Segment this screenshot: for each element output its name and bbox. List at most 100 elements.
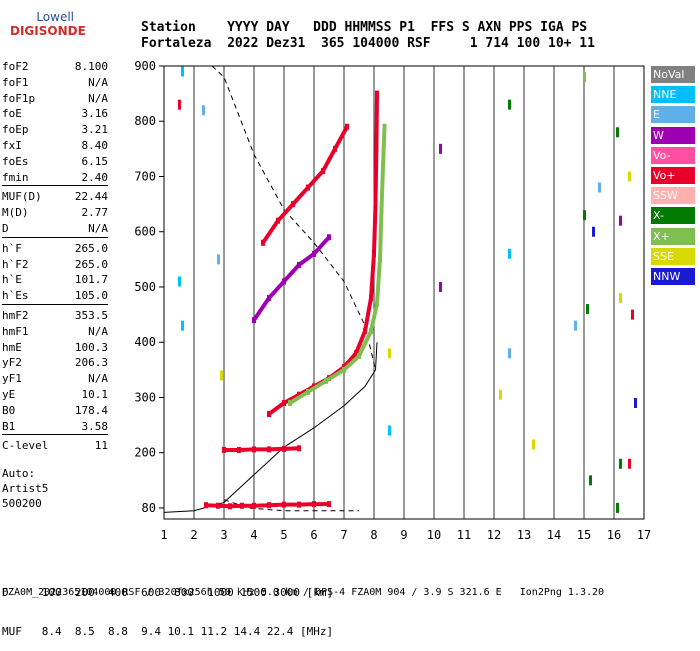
scatter-echo	[619, 293, 622, 304]
param-row: hmE 100.3	[2, 340, 108, 356]
echo-trace	[261, 124, 349, 245]
param-row: h`E 101.7	[2, 272, 108, 288]
echo-point	[288, 399, 292, 406]
param-row: fxI 8.40	[2, 138, 108, 154]
echo-point	[252, 502, 256, 509]
param-name: yE	[2, 387, 16, 401]
echo-point	[312, 501, 316, 508]
param-row: foEp 3.21	[2, 122, 108, 138]
x-tick-label: 15	[577, 528, 591, 542]
legend-item: NNW	[651, 267, 695, 285]
echo-point	[354, 350, 358, 357]
param-value: 105.0	[74, 289, 108, 303]
param-value: 100.3	[74, 340, 108, 354]
x-tick-label: 13	[517, 528, 531, 542]
param-value: 6.15	[81, 154, 109, 168]
param-name: yF2	[2, 356, 22, 370]
param-row: hmF1 N/A	[2, 324, 108, 340]
param-name: h`F2	[2, 257, 29, 271]
lowell-digisonde-logo: Lowell DIGISONDE	[4, 10, 86, 42]
param-row: foF2 8.100	[2, 59, 108, 75]
echo-point	[345, 123, 349, 130]
param-row: h`F2 265.0	[2, 257, 108, 273]
echo-point	[327, 501, 331, 508]
note-code: 500200	[2, 497, 42, 511]
param-name: fmin	[2, 170, 29, 184]
scatter-echo	[181, 320, 184, 331]
echo-point	[252, 317, 256, 324]
param-group: foF2 8.100 foF1 N/A foF1p N/A foE 3.16 foEp 3.21 f…	[2, 59, 109, 187]
echo-point	[312, 250, 316, 257]
scatter-echo	[592, 226, 595, 237]
legend-item: NoVal	[651, 66, 695, 83]
x-tick-label: 2	[190, 528, 197, 542]
x-tick-label: 3	[220, 528, 227, 542]
header-labels: Station YYYY DAY DDD HHMMSS P1 FFS S AXN…	[141, 20, 588, 35]
echo-point	[222, 446, 226, 453]
param-name: foF1p	[2, 91, 36, 105]
y-tick-label: 700	[134, 169, 156, 183]
param-group: MUF(D) 22.44 M(D) 2.77 D N/A	[2, 189, 109, 238]
echo-point	[373, 201, 378, 208]
param-name: foEs	[2, 154, 29, 168]
y-tick-label: 200	[134, 446, 156, 460]
param-value: 2.77	[81, 206, 109, 220]
param-row: hmF2 353.5	[2, 308, 108, 324]
scatter-echo	[598, 182, 601, 193]
echo-point	[378, 256, 382, 263]
scatter-echo	[217, 254, 220, 265]
scatter-echo	[583, 210, 586, 221]
scatter-echo	[574, 320, 577, 331]
echo-point	[381, 162, 385, 169]
param-value: N/A	[88, 75, 108, 89]
param-row: MUF(D) 22.44	[2, 189, 108, 205]
y-tick-label: 800	[134, 114, 156, 128]
parameter-panel: foF2 8.100 foF1 N/A foF1p N/A foE 3.16 foEp 3.21 f…	[2, 59, 108, 511]
x-tick-label: 6	[310, 528, 317, 542]
x-tick-label: 9	[400, 528, 407, 542]
echo-point	[282, 445, 286, 452]
param-value: N/A	[88, 324, 108, 338]
scatter-echo	[583, 72, 586, 83]
param-name: h`F	[2, 241, 22, 255]
param-value: 8.100	[74, 60, 108, 73]
param-value: 8.40	[81, 138, 109, 152]
echo-point	[267, 295, 271, 302]
param-name: foEp	[2, 123, 29, 137]
echo-point	[342, 366, 346, 373]
ionogram-chart: 1 2 3 4 5 6 7 8 9 10 11 12 13 14 15 16 17802003004005006…	[134, 59, 651, 542]
param-name: foF1	[2, 75, 29, 89]
echo-point	[306, 388, 310, 395]
echo-point	[306, 184, 310, 191]
param-value: 101.7	[74, 273, 108, 287]
scatter-echo	[178, 276, 181, 287]
param-row: foF1 N/A	[2, 75, 108, 91]
legend-item: NNE	[651, 86, 695, 104]
param-value: 3.21	[81, 123, 109, 137]
echo-trace	[288, 124, 387, 405]
scatter-echo	[628, 171, 631, 182]
y-tick-label: 600	[134, 225, 156, 239]
echo-point	[324, 377, 328, 384]
legend-item: E	[651, 106, 695, 124]
param-name: hmF2	[2, 308, 29, 322]
y-tick-label: 500	[134, 280, 156, 294]
logo-lowell-text: Lowell	[36, 10, 74, 24]
echo-point	[363, 328, 367, 335]
echo-point	[282, 399, 286, 406]
echo-point	[291, 201, 295, 208]
param-row: foE 3.16	[2, 106, 108, 122]
y-tick-label: 400	[134, 335, 156, 349]
scatter-echo	[508, 348, 511, 359]
echo-point	[369, 328, 373, 335]
param-row: yE 10.1	[2, 387, 108, 403]
param-value: 353.5	[74, 308, 108, 322]
x-tick-label: 5	[280, 528, 287, 542]
y-tick-label: 300	[134, 390, 156, 404]
echo-point	[321, 167, 325, 174]
echo-point	[357, 353, 361, 360]
param-value: 3.58	[81, 419, 109, 433]
scatter-echo	[439, 281, 442, 292]
echo-point	[374, 145, 379, 152]
echo-point	[267, 411, 271, 418]
